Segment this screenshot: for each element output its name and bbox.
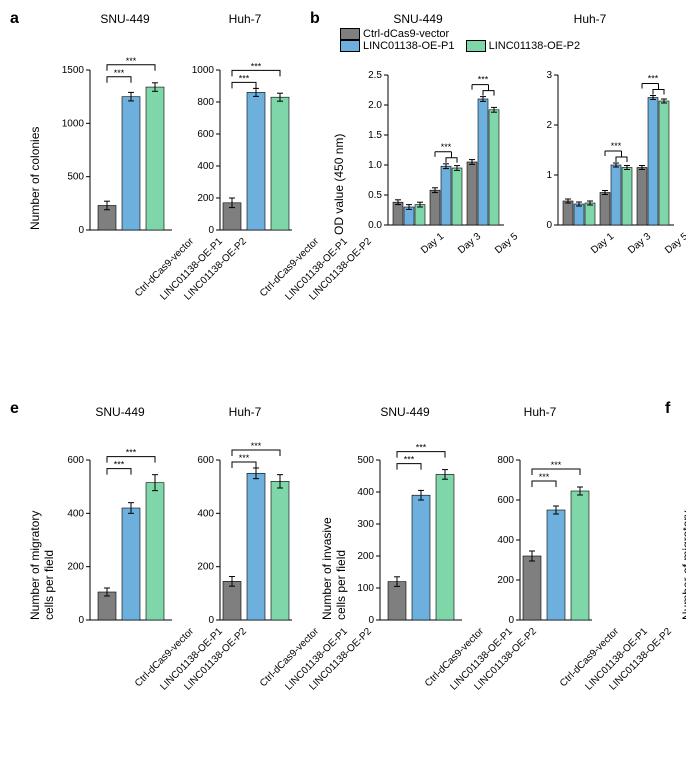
svg-text:400: 400: [197, 508, 214, 519]
ylabel-e-inv: Number of invasive cells per field: [320, 517, 348, 620]
svg-text:1: 1: [546, 170, 552, 181]
svg-text:***: ***: [126, 448, 137, 458]
svg-text:***: ***: [551, 460, 562, 470]
ylabel-f: Number of migratory: [680, 511, 686, 620]
panel-label-e: e: [10, 400, 19, 418]
svg-text:***: ***: [441, 142, 452, 152]
legend-swatch-p1: [340, 40, 360, 52]
svg-text:***: ***: [114, 460, 125, 470]
svg-text:0: 0: [78, 225, 84, 236]
panel-label-b: b: [310, 10, 320, 28]
chart-a-snu: 0 500 1000 1500 ******: [60, 40, 180, 260]
ylabel-a: Number of colonies: [28, 127, 42, 230]
svg-text:***: ***: [539, 472, 550, 482]
svg-text:1500: 1500: [62, 65, 85, 76]
chart-e-mig-huh: 0 200 400 600 ******: [190, 430, 300, 650]
svg-text:***: ***: [416, 443, 427, 453]
svg-text:600: 600: [67, 455, 84, 466]
ylabel-b: OD value (450 nm): [332, 134, 346, 235]
svg-text:2.0: 2.0: [368, 100, 382, 111]
chart-a-huh: 0 200 400 600 800 1000 ******: [190, 40, 300, 260]
title-e-mig-huh: Huh-7: [195, 405, 295, 419]
title-e-mig-snu: SNU-449: [65, 405, 175, 419]
svg-text:***: ***: [114, 68, 125, 78]
chart-b-huh: 0 1 2 3 *** ***: [530, 65, 680, 260]
svg-text:0: 0: [546, 220, 552, 231]
ylabel-e-mig: Number of migratory cells per field: [28, 511, 56, 620]
svg-text:***: ***: [126, 56, 137, 66]
svg-text:500: 500: [67, 172, 84, 183]
svg-text:800: 800: [197, 97, 214, 108]
svg-text:***: ***: [239, 453, 250, 463]
panel-label-a: a: [10, 10, 19, 28]
svg-text:***: ***: [478, 75, 489, 85]
svg-text:600: 600: [497, 495, 514, 506]
title-b-snu: SNU-449: [358, 12, 478, 26]
svg-text:***: ***: [239, 73, 250, 83]
title-e-inv-huh: Huh-7: [490, 405, 590, 419]
title-a-huh: Huh-7: [195, 12, 295, 26]
panel-label-f: f: [665, 400, 670, 418]
svg-text:2: 2: [546, 120, 552, 131]
svg-text:600: 600: [197, 455, 214, 466]
svg-text:200: 200: [197, 193, 214, 204]
legend-label-p1: LINC01138-OE-P1: [363, 40, 455, 52]
svg-text:0: 0: [78, 615, 84, 626]
svg-text:200: 200: [197, 562, 214, 573]
svg-text:600: 600: [197, 129, 214, 140]
chart-b-snu: 0.0 0.5 1.0 1.5 2.0 2.5 *** ***: [360, 65, 510, 260]
svg-text:400: 400: [357, 487, 374, 498]
legend-swatch-p2: [466, 40, 486, 52]
svg-text:***: ***: [251, 61, 262, 71]
svg-text:500: 500: [357, 455, 374, 466]
svg-text:1.5: 1.5: [368, 130, 382, 141]
svg-text:100: 100: [357, 583, 374, 594]
chart-e-inv-huh: 0 200 400 600 800 ******: [490, 430, 600, 650]
svg-text:2.5: 2.5: [368, 70, 382, 81]
svg-text:400: 400: [197, 161, 214, 172]
legend-label-ctrl: Ctrl-dCas9-vector: [363, 28, 449, 40]
svg-text:800: 800: [497, 455, 514, 466]
svg-text:300: 300: [357, 519, 374, 530]
svg-text:1000: 1000: [62, 118, 85, 129]
title-b-huh: Huh-7: [530, 12, 650, 26]
svg-text:0: 0: [508, 615, 514, 626]
chart-e-inv-snu: 0 100 200 300 400 500 ******: [350, 430, 470, 650]
svg-text:***: ***: [404, 455, 415, 465]
title-a-snu: SNU-449: [70, 12, 180, 26]
svg-text:***: ***: [611, 141, 622, 151]
svg-text:0: 0: [208, 615, 214, 626]
figure-root: a SNU-449 Huh-7 Number of colonies 0 500 1…: [0, 0, 686, 773]
svg-text:0.0: 0.0: [368, 220, 382, 231]
svg-text:1000: 1000: [192, 65, 215, 76]
svg-text:3: 3: [546, 70, 552, 81]
svg-text:200: 200: [497, 575, 514, 586]
svg-text:200: 200: [67, 562, 84, 573]
chart-e-mig-snu: 0 200 400 600 ******: [60, 430, 180, 650]
legend-label-p2: LINC01138-OE-P2: [489, 40, 581, 52]
svg-text:200: 200: [357, 551, 374, 562]
title-e-inv-snu: SNU-449: [350, 405, 460, 419]
svg-text:0.5: 0.5: [368, 190, 382, 201]
svg-text:400: 400: [497, 535, 514, 546]
legend-swatch-ctrl: [340, 28, 360, 40]
svg-text:0: 0: [208, 225, 214, 236]
svg-text:***: ***: [251, 441, 262, 451]
legend-b: Ctrl-dCas9-vector LINC01138-OE-P1 LINC01…: [340, 28, 686, 52]
svg-text:0: 0: [368, 615, 374, 626]
svg-text:400: 400: [67, 508, 84, 519]
svg-text:1.0: 1.0: [368, 160, 382, 171]
svg-text:***: ***: [648, 74, 659, 84]
